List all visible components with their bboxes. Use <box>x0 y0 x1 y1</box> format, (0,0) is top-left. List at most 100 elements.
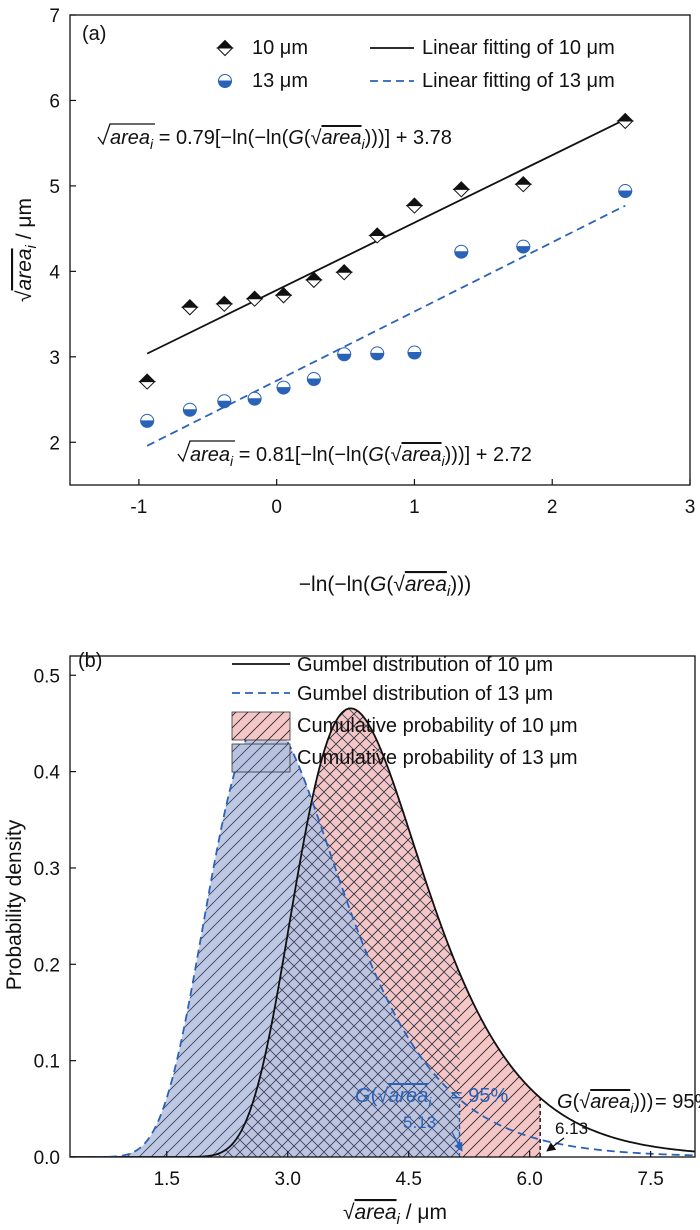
point-10um <box>452 181 470 198</box>
fit-line-13um <box>146 204 626 447</box>
y-tick-label: 7 <box>49 6 60 27</box>
y-tick-label: 6 <box>49 91 60 112</box>
point-13um <box>140 413 155 428</box>
equation-13um-text: areai = 0.81[−ln(−ln(G(√areai)))] + 2.72 <box>190 444 532 469</box>
y-tick-label: 0.4 <box>34 763 61 784</box>
point-13um <box>407 345 422 360</box>
legend-a-label-10um: 10 μm <box>252 37 308 59</box>
point-10um <box>215 295 234 313</box>
panel-b-label: (b) <box>78 650 102 672</box>
legend-a-label-13um: 13 μm <box>252 70 308 92</box>
panel-b-legend: Gumbel distribution of 10 μm Gumbel dist… <box>231 654 578 773</box>
x-tick-label: 2 <box>547 497 558 518</box>
equation-10um-text: areai = 0.79[−ln(−ln(G(√areai)))] + 3.78 <box>110 127 452 152</box>
point-10um <box>181 299 199 316</box>
gumbel-curve-13um <box>70 718 695 1157</box>
legend-b-label-cum-10um: Cumulative probability of 10 μm <box>297 715 578 737</box>
panel-b-ticks: 1.5 3.0 4.5 6.0 7.5 0.0 0.1 0.2 0.3 0.4 0.5 <box>34 666 664 1190</box>
legend-a-label-fit-10um: Linear fitting of 10 μm <box>422 37 615 59</box>
y-tick-label: 0.5 <box>34 666 60 687</box>
equation-13um: areai = 0.81[−ln(−ln(G(√areai)))] + 2.72 <box>177 440 532 469</box>
legend-b-swatch-cum-10um-hatch <box>232 712 290 740</box>
annotation-95pct-10um: G(√areai))) = 95% 6.13 <box>546 1091 700 1152</box>
y-tick-label: 0.2 <box>34 955 60 976</box>
legend-a-circle <box>217 74 233 88</box>
point-13um <box>618 184 633 199</box>
point-13um <box>306 372 321 387</box>
cumulative-overlap-crosshatch <box>70 708 460 1157</box>
panel-b-marks <box>70 707 695 1157</box>
x-tick-label: 0 <box>271 497 282 518</box>
panel-b-cumulative-areas <box>70 708 541 1157</box>
panel-a: -1 0 1 2 3 2 3 4 5 6 7 (a) 10 μm Linear fitting of… <box>13 6 695 600</box>
point-10um <box>335 264 353 281</box>
point-13um <box>276 380 291 395</box>
panel-b-frame <box>69 655 696 1158</box>
y-tick-label: 0.1 <box>34 1052 60 1073</box>
point-10um <box>274 287 293 304</box>
annotation-arrow-10um <box>546 1137 565 1152</box>
point-13um <box>454 244 469 259</box>
annotation-value-10um: 6.13 <box>555 1119 588 1138</box>
x-tick-label: 3 <box>685 497 696 518</box>
panel-b-y-axis-label: Probability density <box>3 819 26 990</box>
panel-a-ticks: -1 0 1 2 3 2 3 4 5 6 7 <box>49 6 695 518</box>
legend-b-label-gumbel-10um: Gumbel distribution of 10 μm <box>297 654 553 676</box>
x-tick-label: 3.0 <box>275 1169 301 1190</box>
annotation-value-13um: 5.13 <box>403 1113 436 1132</box>
annotation-arrow-13um <box>451 1131 463 1152</box>
y-tick-label: 4 <box>49 262 60 283</box>
panel-b-x-axis-label: √areai / μm <box>343 1201 447 1228</box>
annotation-95pct-10um-pct: = 95% <box>655 1091 700 1113</box>
annotation-95pct-13um: G(√areai = 95% 5.13 <box>355 1085 508 1152</box>
x-tick-label: -1 <box>130 497 147 518</box>
annotation-95pct-13um-pct: = 95% <box>451 1085 508 1107</box>
panel-a-fit-lines <box>146 118 626 447</box>
panel-a-x-axis-label: −ln(−ln(G(√areai))) <box>299 573 471 600</box>
y-tick-label: 3 <box>49 348 60 369</box>
point-13um <box>516 239 531 254</box>
x-tick-label: 1.5 <box>154 1169 180 1190</box>
legend-a-diamond <box>216 39 234 57</box>
panel-b: 1.5 3.0 4.5 6.0 7.5 0.0 0.1 0.2 0.3 0.4 0.5 (b) Gu… <box>3 650 700 1228</box>
point-13um <box>337 347 352 362</box>
point-10um <box>368 227 386 244</box>
point-13um <box>370 346 385 361</box>
y-tick-label: 5 <box>49 177 60 198</box>
y-tick-label: 2 <box>49 433 60 454</box>
gumbel-curve-10um <box>70 707 695 1157</box>
annotation-95pct-13um-text: G(√areai <box>355 1085 432 1110</box>
annotation-95pct-10um-text: G(√areai))) <box>557 1091 653 1116</box>
point-10um <box>514 175 532 193</box>
point-10um <box>405 197 424 214</box>
point-10um <box>305 271 323 289</box>
x-tick-label: 4.5 <box>395 1169 421 1190</box>
panel-b-curves <box>70 707 695 1157</box>
point-13um <box>217 394 232 409</box>
panel-a-legend: 10 μm Linear fitting of 10 μm 13 μm Line… <box>216 37 615 92</box>
legend-a-marker-10um <box>216 39 234 57</box>
panel-a-frame <box>69 14 691 486</box>
legend-a-marker-13um <box>217 74 233 88</box>
point-13um <box>247 391 262 406</box>
equation-10um: areai = 0.79[−ln(−ln(G(√areai)))] + 3.78 <box>97 123 452 152</box>
point-10um <box>245 290 264 307</box>
fit-line-10um <box>146 118 626 355</box>
legend-b-swatch-cum-13um-hatch <box>232 744 290 772</box>
legend-a-label-fit-13um: Linear fitting of 13 μm <box>422 70 615 92</box>
x-tick-label: 6.0 <box>516 1169 542 1190</box>
x-tick-label: 7.5 <box>637 1169 663 1190</box>
point-10um <box>138 373 156 390</box>
panel-a-marks <box>138 112 634 447</box>
panel-a-y-axis-label: √areai / μm <box>13 198 40 302</box>
legend-b-label-gumbel-13um: Gumbel distribution of 13 μm <box>297 683 553 705</box>
y-tick-label: 0.0 <box>34 1148 60 1169</box>
y-tick-label: 0.3 <box>34 859 60 880</box>
panel-a-points <box>138 112 634 428</box>
point-13um <box>182 402 197 417</box>
legend-b-label-cum-13um: Cumulative probability of 13 μm <box>297 747 578 769</box>
panel-a-label: (a) <box>82 23 106 45</box>
x-tick-label: 1 <box>409 497 420 518</box>
point-10um <box>616 112 634 130</box>
